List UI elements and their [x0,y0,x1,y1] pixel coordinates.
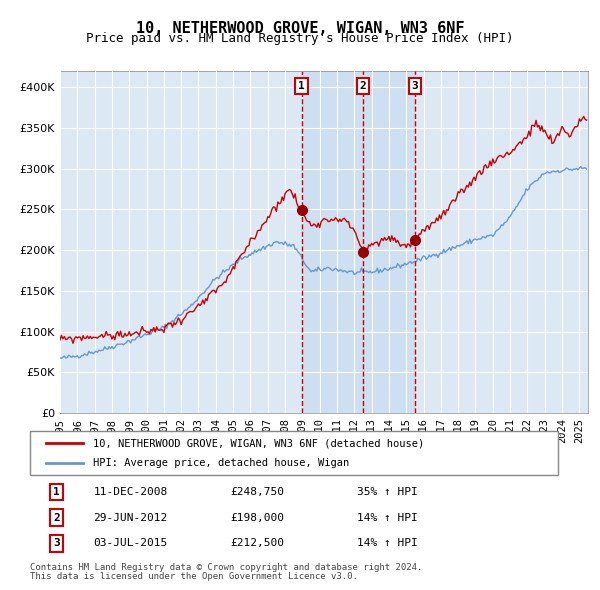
Text: 2: 2 [53,513,60,523]
Text: 14% ↑ HPI: 14% ↑ HPI [358,513,418,523]
Text: 1: 1 [53,487,60,497]
Text: £248,750: £248,750 [230,487,284,497]
Text: 10, NETHERWOOD GROVE, WIGAN, WN3 6NF (detached house): 10, NETHERWOOD GROVE, WIGAN, WN3 6NF (de… [94,438,425,448]
Text: 2: 2 [359,81,366,91]
Text: 1: 1 [298,81,305,91]
FancyBboxPatch shape [30,431,558,475]
Text: 35% ↑ HPI: 35% ↑ HPI [358,487,418,497]
Text: 3: 3 [412,81,418,91]
Text: This data is licensed under the Open Government Licence v3.0.: This data is licensed under the Open Gov… [30,572,358,581]
Text: HPI: Average price, detached house, Wigan: HPI: Average price, detached house, Wiga… [94,458,350,467]
Text: 11-DEC-2008: 11-DEC-2008 [94,487,167,497]
Bar [302,71,415,413]
Text: 29-JUN-2012: 29-JUN-2012 [94,513,167,523]
Text: 10, NETHERWOOD GROVE, WIGAN, WN3 6NF: 10, NETHERWOOD GROVE, WIGAN, WN3 6NF [136,21,464,35]
Text: £198,000: £198,000 [230,513,284,523]
Text: Price paid vs. HM Land Registry's House Price Index (HPI): Price paid vs. HM Land Registry's House … [86,32,514,45]
Text: £212,500: £212,500 [230,539,284,548]
Text: 14% ↑ HPI: 14% ↑ HPI [358,539,418,548]
Text: 3: 3 [53,539,60,548]
Text: Contains HM Land Registry data © Crown copyright and database right 2024.: Contains HM Land Registry data © Crown c… [30,563,422,572]
Text: 03-JUL-2015: 03-JUL-2015 [94,539,167,548]
